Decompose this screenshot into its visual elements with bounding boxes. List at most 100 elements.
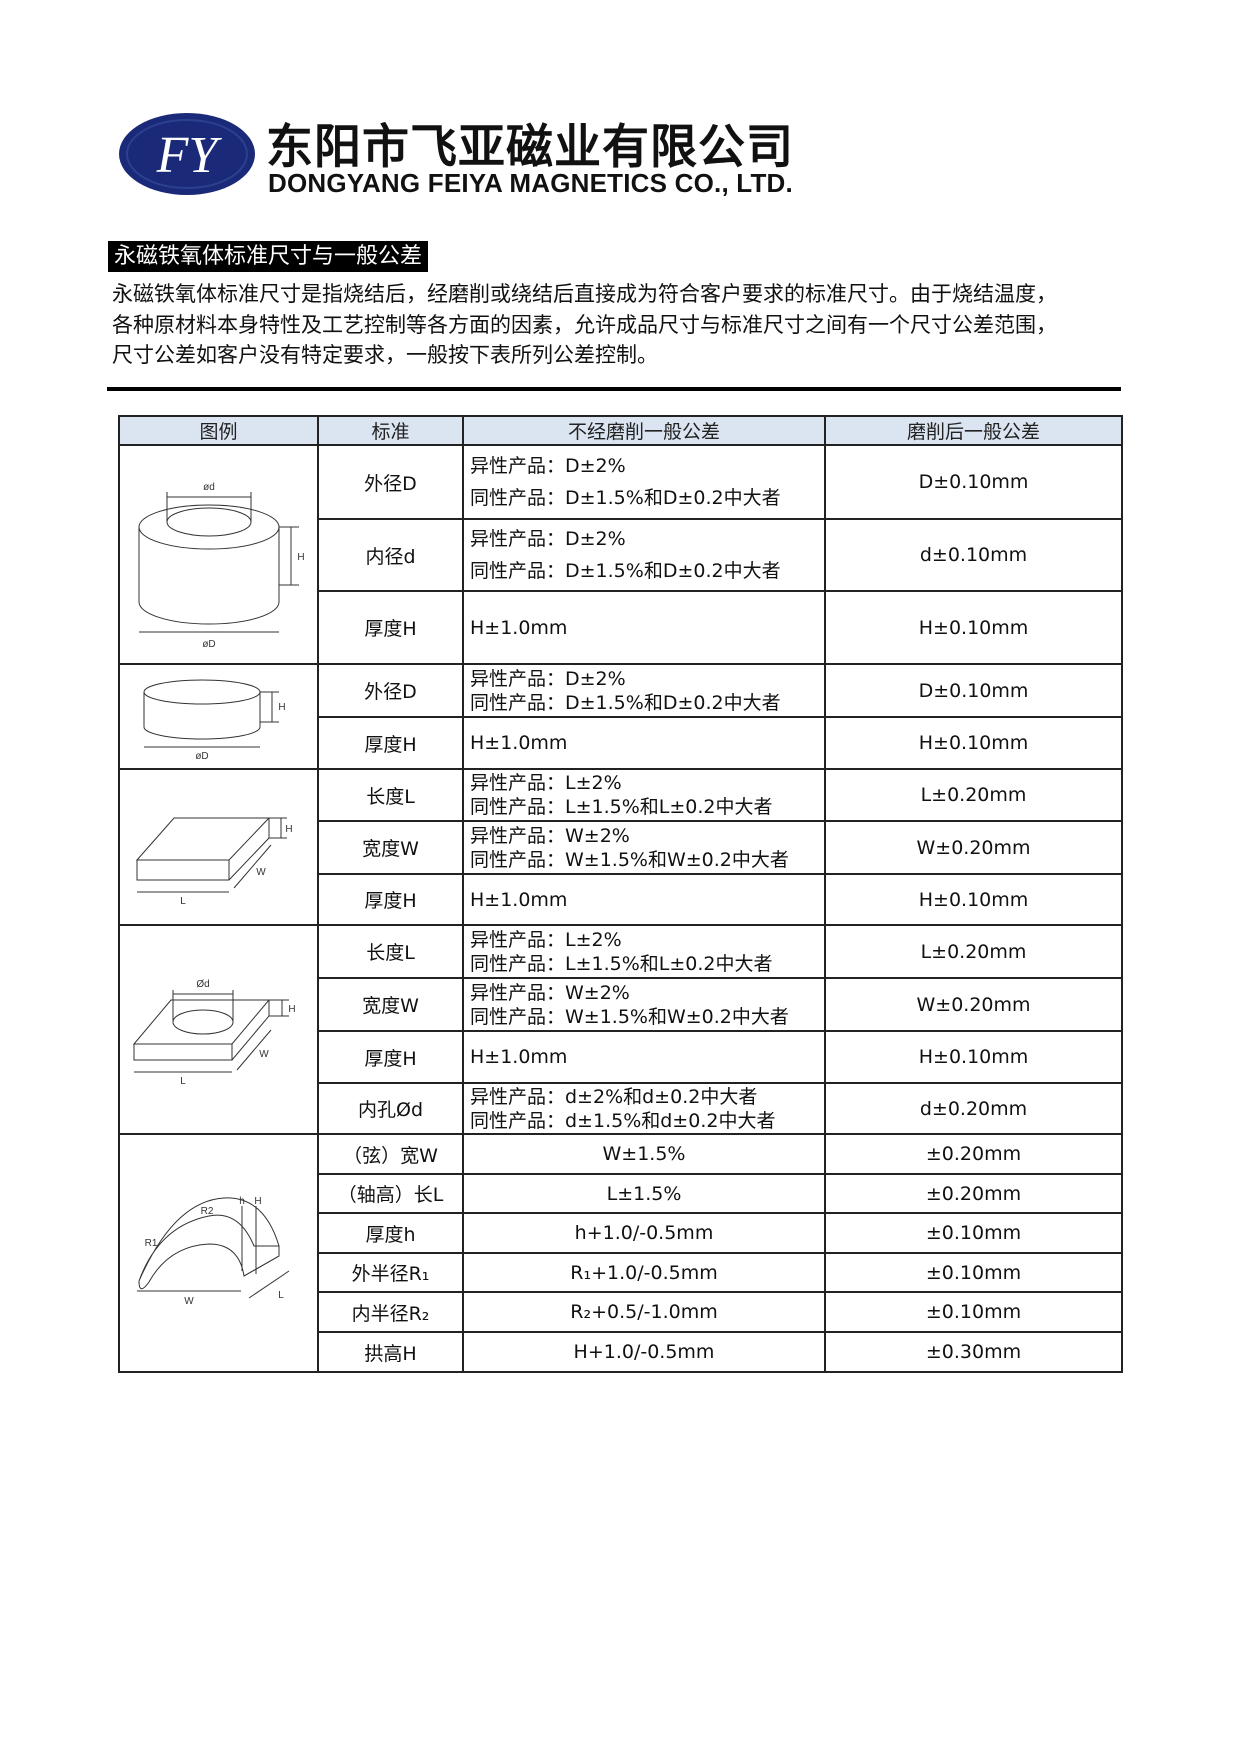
- table-row: 内径d 异性产品：D±2% 同性产品：D±1.5%和D±0.2中大者 d±0.10mm: [119, 518, 1123, 592]
- diagram-label: ød: [203, 482, 215, 493]
- standard-cell: 内径d: [317, 518, 464, 592]
- standard-cell: 厚度H: [317, 873, 464, 926]
- table-row: 宽度W 异性产品：W±2% 同性产品：W±1.5%和W±0.2中大者 W±0.20mm: [119, 977, 1123, 1032]
- block-with-hole-diagram: Ød H W L: [132, 979, 295, 1087]
- ground-tolerance-cell: ±0.20mm: [824, 1173, 1123, 1214]
- ground-tolerance-cell: ±0.10mm: [824, 1252, 1123, 1293]
- ground-tolerance-cell: D±0.10mm: [824, 663, 1123, 718]
- standard-cell: 外径D: [317, 663, 464, 718]
- tolerance-line: H±1.0mm: [470, 888, 568, 911]
- table-row: 内孔Ød 异性产品：d±2%和d±0.2中大者 同性产品：d±1.5%和d±0.2中…: [119, 1082, 1123, 1135]
- ground-tolerance-cell: ±0.10mm: [824, 1291, 1123, 1333]
- table-row: Ød H W L 长度L 异性产品：L±2% 同性产品：L±1.5%和L±0.2中大者…: [118, 924, 1123, 1135]
- standard-cell: （轴高）长L: [317, 1173, 464, 1214]
- unground-tolerance-cell: H+1.0/-0.5mm: [462, 1331, 826, 1373]
- standard-cell: 长度L: [317, 768, 464, 822]
- table-row: 拱高H H+1.0/-0.5mm ±0.30mm: [119, 1331, 1123, 1373]
- figure-cell: H W L: [118, 768, 319, 926]
- tolerance-table: 图例 标准 不经磨削一般公差 磨削后一般公差 ød H øD 外径D 异性产品：D±…: [118, 415, 1123, 1373]
- tolerance-line: 同性产品：D±1.5%和D±0.2中大者: [470, 691, 781, 714]
- tolerance-line: 异性产品：L±2%: [470, 772, 622, 794]
- ground-tolerance-cell: d±0.20mm: [824, 1082, 1123, 1135]
- standard-cell: 外半径R₁: [317, 1252, 464, 1293]
- unground-tolerance-cell: 异性产品：D±2% 同性产品：D±1.5%和D±0.2中大者: [462, 663, 826, 718]
- diagram-label: L: [180, 896, 186, 907]
- intro-line: 尺寸公差如客户没有特定要求，一般按下表所列公差控制。: [112, 343, 658, 367]
- diagram-label: øD: [195, 751, 208, 762]
- standard-cell: 厚度H: [317, 1030, 464, 1084]
- ground-tolerance-cell: H±0.10mm: [824, 590, 1123, 665]
- ground-tolerance-cell: H±0.10mm: [824, 1030, 1123, 1084]
- standard-cell: 宽度W: [317, 820, 464, 875]
- unground-tolerance-cell: R₂+0.5/-1.0mm: [462, 1291, 826, 1333]
- header-figure: 图例: [118, 415, 319, 446]
- diagram-label: W: [184, 1296, 194, 1307]
- table-row: 厚度H H±1.0mm H±0.10mm: [119, 1030, 1123, 1084]
- unground-tolerance-cell: 异性产品：D±2% 同性产品：D±1.5%和D±0.2中大者: [462, 444, 826, 520]
- diagram-label: H: [297, 552, 304, 563]
- tolerance-line: 同性产品：W±1.5%和W±0.2中大者: [470, 848, 789, 871]
- tolerance-line: H±1.0mm: [470, 732, 568, 754]
- table-row: 宽度W 异性产品：W±2% 同性产品：W±1.5%和W±0.2中大者 W±0.20mm: [119, 820, 1123, 875]
- standard-cell: 长度L: [317, 924, 464, 979]
- section-title: 永磁铁氧体标准尺寸与一般公差: [108, 241, 429, 272]
- table-row: 厚度H H±1.0mm H±0.10mm: [119, 716, 1123, 770]
- ground-tolerance-cell: H±0.10mm: [824, 716, 1123, 770]
- tolerance-line: 同性产品：W±1.5%和W±0.2中大者: [470, 1005, 789, 1028]
- figure-cell: ød H øD: [118, 444, 319, 665]
- ring-magnet-diagram: ød H øD: [138, 482, 304, 650]
- diagram-label: H: [278, 702, 285, 713]
- standard-cell: 宽度W: [317, 977, 464, 1032]
- tolerance-line: 同性产品：d±1.5%和d±0.2中大者: [470, 1109, 776, 1132]
- ground-tolerance-cell: W±0.20mm: [824, 977, 1123, 1032]
- tolerance-line: H±1.0mm: [470, 1046, 568, 1068]
- unground-tolerance-cell: 异性产品：D±2% 同性产品：D±1.5%和D±0.2中大者: [462, 518, 826, 592]
- diagram-label: W: [259, 1049, 269, 1060]
- table-row: ød H øD 外径D 异性产品：D±2% 同性产品：D±1.5%和D±0.2中大者 D…: [118, 444, 1123, 665]
- figure-cell: Ød H W L: [118, 924, 319, 1135]
- table-row: H W L 长度L 异性产品：L±2% 同性产品：L±1.5%和L±0.2中大者 L±0…: [118, 768, 1123, 926]
- tolerance-line: 异性产品：W±2%: [470, 824, 630, 847]
- standard-cell: 外径D: [317, 444, 464, 520]
- standard-cell: 内半径R₂: [317, 1291, 464, 1333]
- divider: [107, 387, 1121, 391]
- tolerance-line: H±1.0mm: [470, 616, 568, 639]
- diagram-label: Ød: [196, 979, 209, 990]
- tolerance-line: R₁+1.0/-0.5mm: [570, 1261, 718, 1284]
- unground-tolerance-cell: L±1.5%: [462, 1173, 826, 1214]
- diagram-label: H: [288, 1004, 295, 1015]
- header-unground-tolerance: 不经磨削一般公差: [462, 415, 826, 446]
- standard-cell: （弦）宽W: [317, 1133, 464, 1175]
- tolerance-line: 异性产品：D±2%: [470, 455, 626, 477]
- disc-magnet-diagram: H øD: [143, 679, 285, 762]
- ground-tolerance-cell: ±0.20mm: [824, 1133, 1123, 1175]
- diagram-label: h: [239, 1196, 245, 1207]
- diagram-label: H: [285, 824, 292, 835]
- unground-tolerance-cell: 异性产品：d±2%和d±0.2中大者 同性产品：d±1.5%和d±0.2中大者: [462, 1082, 826, 1135]
- table-row: 厚度H H±1.0mm H±0.10mm: [119, 873, 1123, 926]
- standard-cell: 厚度H: [317, 716, 464, 770]
- diagram-label: R2: [200, 1206, 213, 1217]
- tolerance-line: W±1.5%: [602, 1143, 686, 1165]
- unground-tolerance-cell: 异性产品：W±2% 同性产品：W±1.5%和W±0.2中大者: [462, 977, 826, 1032]
- unground-tolerance-cell: h+1.0/-0.5mm: [462, 1212, 826, 1254]
- figure-cell: H øD: [118, 663, 319, 770]
- diagram-label: H: [254, 1196, 261, 1207]
- unground-tolerance-cell: W±1.5%: [462, 1133, 826, 1175]
- unground-tolerance-cell: 异性产品：W±2% 同性产品：W±1.5%和W±0.2中大者: [462, 820, 826, 875]
- company-name-en: DONGYANG FEIYA MAGNETICS CO., LTD.: [268, 168, 793, 198]
- tolerance-line: R₂+0.5/-1.0mm: [570, 1301, 718, 1323]
- diagram-label: L: [180, 1076, 186, 1087]
- company-logo: FY: [119, 113, 255, 195]
- tolerance-line: H+1.0/-0.5mm: [573, 1341, 715, 1363]
- block-magnet-diagram: H W L: [135, 817, 292, 907]
- unground-tolerance-cell: H±1.0mm: [462, 1030, 826, 1084]
- table-row: 外半径R₁ R₁+1.0/-0.5mm ±0.10mm: [119, 1252, 1123, 1293]
- standard-cell: 厚度H: [317, 590, 464, 665]
- tolerance-line: 异性产品：L±2%: [470, 928, 622, 951]
- standard-cell: 厚度h: [317, 1212, 464, 1254]
- ground-tolerance-cell: L±0.20mm: [824, 924, 1123, 979]
- svg-text:FY: FY: [156, 127, 223, 184]
- diagram-label: L: [278, 1290, 284, 1301]
